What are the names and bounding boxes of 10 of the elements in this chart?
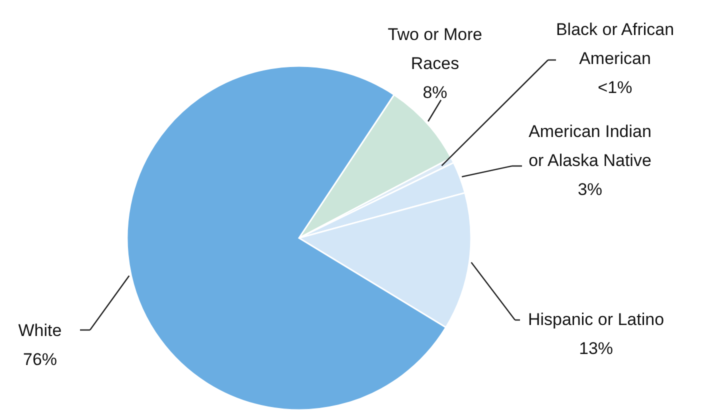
data-label: 3% [578, 180, 602, 199]
data-label: 76% [22, 350, 58, 369]
data-label: 13% [578, 339, 614, 358]
slice-label: Two or More Races [388, 25, 482, 73]
slice-label: Hispanic or Latino [528, 310, 664, 329]
slice-label: White [18, 321, 62, 340]
slice-label: Black or African American [556, 20, 674, 68]
data-label: 8% [422, 83, 448, 102]
data-label: <1% [598, 78, 632, 97]
slice-label: American Indian or Alaska Native [528, 122, 652, 170]
